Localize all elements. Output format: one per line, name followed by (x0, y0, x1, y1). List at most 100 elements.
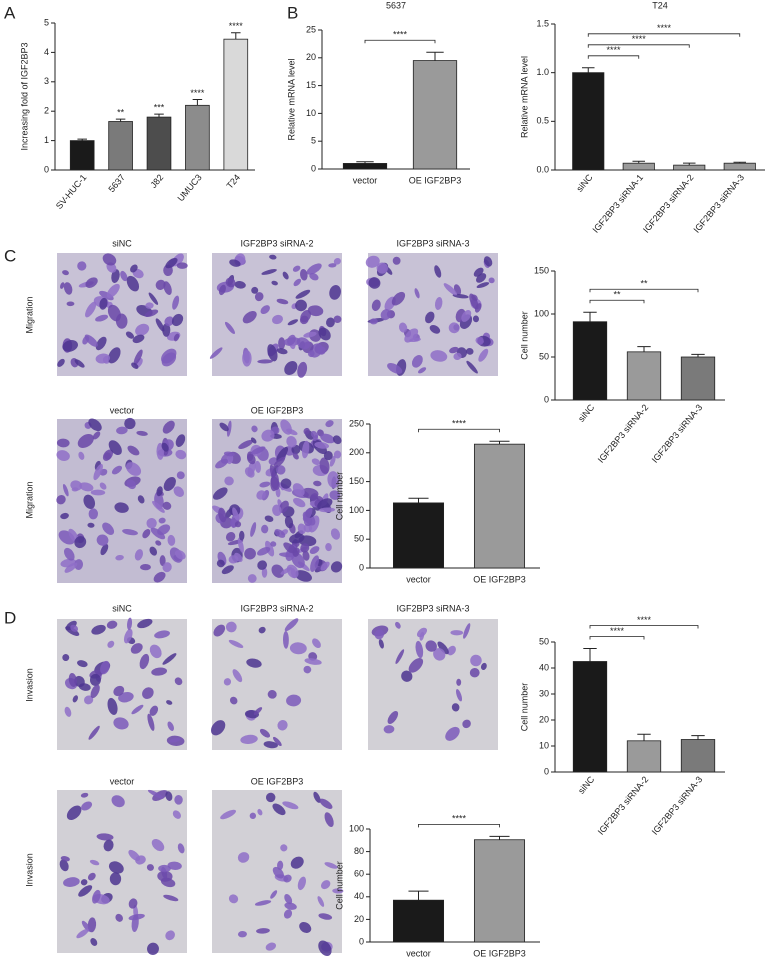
y-tick-label: 2 (44, 106, 49, 116)
cell (229, 696, 238, 705)
cell (218, 284, 226, 296)
cell (259, 728, 271, 738)
x-tick-label: J82 (148, 172, 165, 190)
cell (416, 627, 428, 638)
cell (147, 942, 159, 955)
y-axis-label: Increasing fold of IGF2BP3 (19, 42, 29, 150)
significance-bracket (589, 636, 645, 640)
cell (411, 354, 423, 368)
cell (134, 549, 143, 561)
cell (414, 288, 420, 299)
cell (116, 426, 128, 435)
cell (163, 281, 172, 295)
cell (312, 435, 319, 442)
y-tick-label: 100 (534, 308, 549, 318)
micrograph (209, 253, 342, 378)
cell (142, 687, 154, 699)
cell (277, 720, 288, 731)
image-caption: siNC (112, 603, 132, 613)
cell (333, 450, 342, 459)
cell (267, 344, 278, 362)
cell (296, 337, 311, 350)
cell (80, 879, 88, 886)
cell (303, 665, 312, 674)
cell (456, 678, 462, 686)
cell (449, 346, 459, 354)
cell (173, 486, 184, 498)
cell (226, 453, 234, 465)
cell (74, 675, 85, 688)
error-bar (637, 733, 651, 741)
cell (286, 694, 302, 707)
y-tick-label: 1.0 (536, 67, 549, 77)
cell (136, 430, 148, 436)
panel-label: C (4, 246, 16, 265)
cell (276, 298, 289, 305)
cell (287, 334, 296, 346)
cell (215, 458, 229, 469)
cell (265, 792, 276, 803)
cell (300, 269, 308, 281)
cell (99, 297, 108, 310)
cell (387, 362, 403, 374)
cell (220, 809, 237, 820)
cell (78, 885, 93, 897)
bar (572, 661, 608, 773)
cell (317, 346, 326, 355)
cell (478, 348, 489, 362)
cell (314, 441, 330, 449)
cell (100, 543, 109, 556)
cell (319, 507, 336, 513)
cell (74, 359, 85, 368)
image-caption: IGF2BP3 siRNA-2 (240, 603, 313, 613)
cell (395, 649, 405, 664)
x-tick-label: IGF2BP3 siRNA-2 (641, 172, 696, 234)
cell (64, 562, 78, 573)
cell (477, 336, 484, 346)
cell (106, 283, 120, 298)
micrograph (57, 789, 187, 955)
cell (294, 570, 312, 582)
cell (169, 738, 181, 743)
cell (216, 559, 225, 568)
significance-label: **** (610, 626, 625, 636)
cell (99, 290, 114, 301)
significance-bracket (418, 428, 500, 433)
cell (283, 874, 292, 883)
cell (392, 256, 401, 265)
micrograph (56, 417, 187, 583)
cell (447, 645, 456, 656)
significance-label: **** (229, 21, 244, 31)
cell (278, 500, 289, 514)
cell (74, 536, 87, 549)
significance-label: ** (117, 108, 125, 118)
cell (175, 449, 187, 460)
significance-bracket (418, 823, 500, 828)
cell (114, 502, 129, 513)
cell (318, 913, 333, 920)
cell (453, 352, 462, 361)
cell (463, 623, 471, 639)
significance-bracket (587, 44, 690, 48)
x-tick-label: vector (353, 175, 378, 185)
cell (155, 279, 166, 290)
cell (293, 497, 306, 508)
cell (246, 453, 256, 465)
cell (140, 564, 151, 571)
micrograph (57, 617, 187, 750)
cell (158, 864, 171, 873)
cell (146, 864, 154, 871)
cell (176, 471, 185, 480)
x-tick-label: IGF2BP3 siRNA-2 (596, 402, 651, 464)
cell (157, 870, 173, 882)
cell (292, 483, 305, 497)
cell (135, 323, 150, 336)
y-tick-label: 20 (354, 914, 364, 924)
cell (284, 515, 294, 529)
y-tick-label: 250 (349, 418, 364, 428)
cell (480, 662, 487, 671)
error-bar (408, 497, 429, 503)
cell (289, 642, 307, 655)
cell (83, 494, 96, 510)
error-bar (581, 67, 595, 73)
